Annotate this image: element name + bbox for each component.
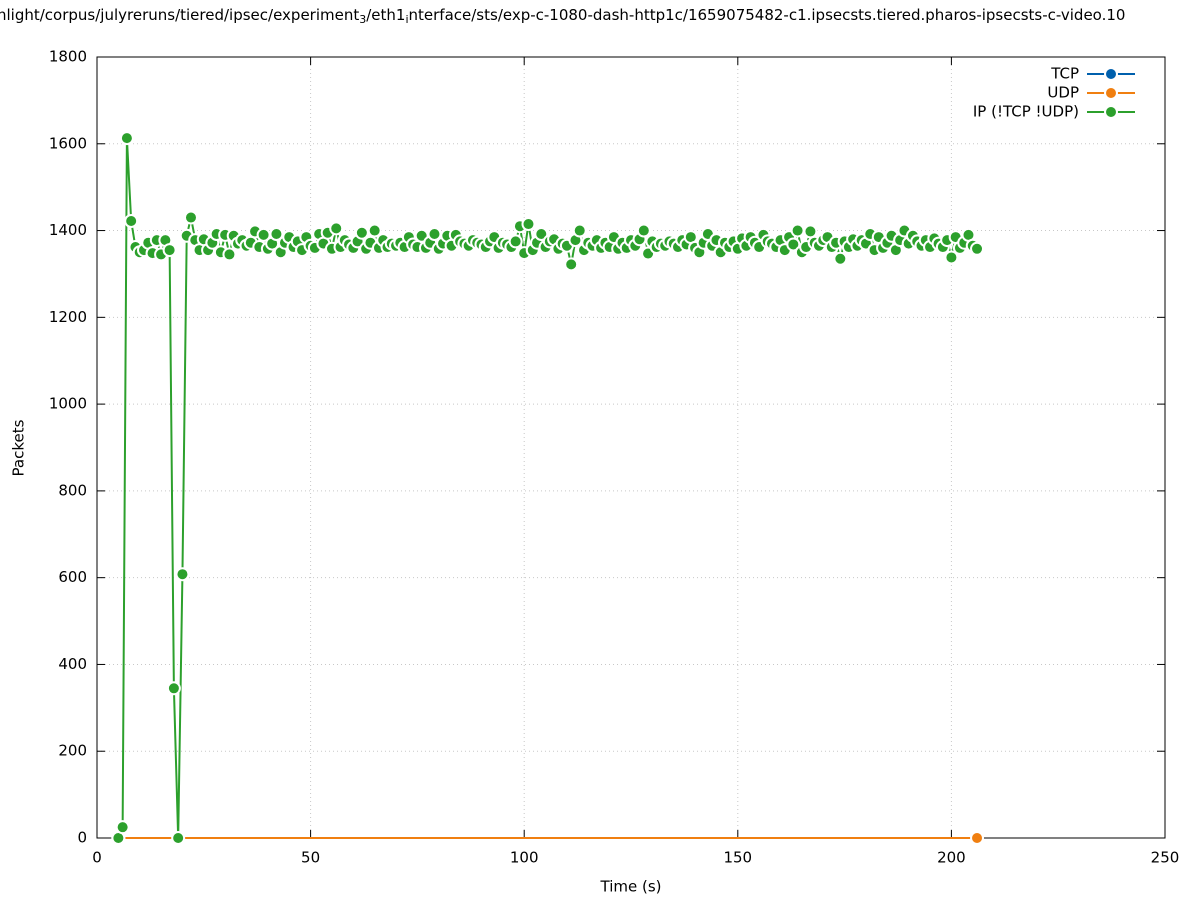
x-tick-label: 0: [92, 849, 102, 867]
x-axis-label: Time (s): [600, 878, 662, 896]
data-point: [115, 820, 130, 835]
title-part: nlight/corpus/julyreruns/tiered/ipsec/ex…: [0, 6, 359, 24]
x-tick-label: 50: [301, 849, 320, 867]
y-tick-label: 600: [58, 568, 87, 586]
data-point: [354, 225, 369, 240]
legend-marker: [1104, 67, 1118, 81]
chart-title: nlight/corpus/julyreruns/tiered/ipsec/ex…: [0, 6, 1125, 27]
legend-label: TCP: [1050, 65, 1079, 83]
x-tick-label: 250: [1151, 849, 1180, 867]
legend-marker: [1104, 86, 1118, 100]
title-subscript: i: [405, 13, 408, 26]
data-point: [803, 224, 818, 239]
title-part: nterface/sts/exp-c-1080-dash-http1c/1659…: [409, 6, 1126, 24]
data-point: [269, 227, 284, 242]
data-point: [636, 223, 651, 238]
data-point: [944, 250, 959, 265]
data-point: [119, 131, 134, 146]
y-tick-label: 0: [77, 829, 87, 847]
data-point: [124, 214, 139, 229]
data-point: [790, 223, 805, 238]
data-point: [970, 831, 985, 845]
data-point: [175, 567, 190, 582]
data-point: [183, 210, 198, 225]
data-point: [534, 227, 549, 242]
data-point: [166, 681, 181, 696]
y-tick-label: 200: [58, 742, 87, 760]
y-tick-label: 1000: [49, 395, 87, 413]
data-point: [508, 234, 523, 249]
data-point: [222, 247, 237, 262]
title-subscript: 3: [359, 13, 366, 26]
y-tick-label: 1400: [49, 221, 87, 239]
y-tick-label: 800: [58, 481, 87, 499]
x-tick-label: 100: [510, 849, 539, 867]
data-point: [427, 227, 442, 242]
legend-label: IP (!TCP !UDP): [973, 103, 1079, 121]
x-tick-label: 150: [723, 849, 752, 867]
data-point: [521, 217, 536, 232]
y-tick-label: 1800: [49, 48, 87, 66]
data-point: [970, 241, 985, 256]
data-point: [162, 243, 177, 258]
y-tick-label: 1200: [49, 308, 87, 326]
y-tick-label: 400: [58, 655, 87, 673]
data-point: [786, 237, 801, 252]
data-point: [367, 223, 382, 238]
data-point: [329, 221, 344, 236]
data-point: [572, 223, 587, 238]
data-point: [833, 251, 848, 266]
title-part: /eth1: [366, 6, 405, 24]
y-tick-label: 1600: [49, 134, 87, 152]
y-axis-label: Packets: [10, 419, 28, 476]
x-tick-label: 200: [937, 849, 966, 867]
legend-marker: [1104, 105, 1118, 119]
legend-label: UDP: [1047, 84, 1079, 102]
data-point: [171, 831, 186, 845]
data-point: [564, 257, 579, 272]
